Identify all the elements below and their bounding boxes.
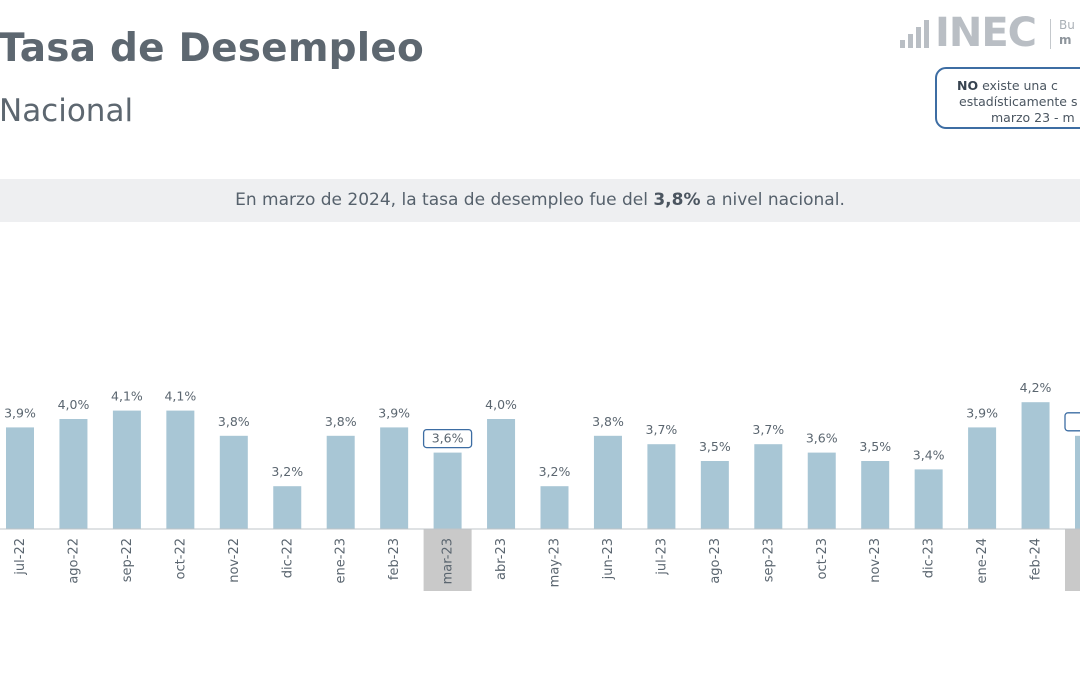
bar-abr-23 — [487, 419, 516, 529]
tick-label-nov-23: nov-23 — [868, 538, 883, 583]
tick-label-ago-23: ago-23 — [708, 538, 723, 584]
data-label-oct-22: 4,1% — [164, 389, 196, 404]
tick-label-jun-23: jun-23 — [601, 538, 616, 580]
bar-ene-24 — [968, 427, 997, 529]
bar-jul-22 — [6, 427, 34, 529]
bar-ago-22 — [59, 419, 88, 529]
significance-note: NO existe una c estadísticamente s marzo… — [935, 67, 1080, 129]
unemployment-bar-chart: 3,9% jul-22 4,0% ago-22 4,1% sep-22 4,1% oct-22… — [0, 380, 1080, 591]
data-label-feb-24: 4,2% — [1020, 380, 1052, 395]
bar-nov-22 — [219, 435, 248, 529]
tick-label-jul-23: jul-23 — [654, 538, 669, 576]
data-label-ene-24: 3,9% — [966, 405, 998, 420]
inec-logo: INEC Bu m — [898, 14, 1080, 54]
data-label-nov-23: 3,5% — [859, 439, 891, 454]
bar-oct-22 — [166, 410, 195, 529]
bar-may-23 — [540, 486, 569, 529]
data-label-dic-22: 3,2% — [271, 464, 303, 479]
data-label-oct-23: 3,6% — [806, 431, 838, 446]
label-box-mar-23 — [422, 428, 473, 449]
data-label-may-23: 3,2% — [539, 464, 571, 479]
data-label-ago-23: 3,5% — [699, 439, 731, 454]
data-label-dic-23: 3,4% — [913, 447, 945, 462]
tick-label-sep-23: sep-23 — [761, 538, 776, 582]
data-label-jul-22: 3,9% — [4, 405, 36, 420]
logo-side-line-1: Bu — [1059, 18, 1075, 32]
tick-label-jul-22: jul-22 — [13, 538, 28, 576]
note-line-1: NO existe una c — [957, 78, 1080, 94]
bar-ene-23 — [326, 435, 355, 529]
note-strong: NO — [957, 78, 979, 93]
note-line-1-rest: existe una c — [978, 78, 1058, 93]
tick-label-ene-24: ene-24 — [975, 538, 990, 583]
data-label-ene-23: 3,8% — [325, 414, 357, 429]
page-subtitle: Nacional — [0, 93, 134, 129]
note-line-3: marzo 23 - m — [991, 110, 1075, 125]
data-label-feb-23: 3,9% — [378, 405, 410, 420]
tick-label-may-23: may-23 — [548, 538, 563, 587]
bar-dic-23 — [914, 469, 943, 529]
data-label-jul-23: 3,7% — [646, 422, 678, 437]
highlight-band-mar-24 — [1065, 529, 1080, 591]
bar-dic-22 — [273, 486, 302, 529]
banner-text-after: a nivel nacional. — [700, 190, 845, 210]
banner-text-before: En marzo de 2024, la tasa de desempleo f… — [235, 190, 654, 210]
tick-label-feb-23: feb-23 — [387, 538, 402, 580]
logo-side-line-2: m — [1059, 33, 1072, 47]
logo-separator — [1050, 19, 1051, 49]
data-label-nov-22: 3,8% — [218, 414, 250, 429]
bar-nov-23 — [861, 461, 890, 529]
tick-label-nov-22: nov-22 — [227, 538, 242, 583]
highlight-band-mar-23 — [423, 529, 472, 591]
bar-sep-23 — [754, 444, 783, 529]
data-label-mar-23: 3,6% — [432, 431, 464, 446]
label-box-mar-24 — [1064, 412, 1080, 432]
tick-label-ene-23: ene-23 — [334, 538, 349, 583]
bar-jul-23 — [647, 444, 676, 529]
tick-label-dic-23: dic-23 — [922, 538, 937, 578]
bar-feb-23 — [380, 427, 409, 529]
data-label-abr-23: 4,0% — [485, 397, 517, 412]
tick-label-ago-22: ago-22 — [66, 538, 81, 584]
tick-label-oct-23: oct-23 — [815, 538, 830, 579]
tick-label-feb-24: feb-24 — [1029, 538, 1044, 580]
logo-text: INEC — [935, 14, 1037, 54]
bar-sep-22 — [112, 410, 141, 529]
banner-highlight: 3,8% — [653, 190, 701, 210]
bar-ago-23 — [700, 461, 729, 529]
data-label-sep-23: 3,7% — [752, 422, 784, 437]
tick-label-oct-22: oct-22 — [173, 538, 188, 579]
bar-mar-23 — [433, 452, 462, 529]
signal-bars-icon — [900, 20, 929, 48]
logo-side-text: Bu m — [1059, 18, 1075, 48]
data-label-ago-22: 4,0% — [58, 397, 90, 412]
bar-jun-23 — [593, 435, 622, 529]
tick-label-mar-23: mar-23 — [441, 538, 456, 584]
note-line-2: estadísticamente s — [959, 94, 1078, 109]
tick-label-abr-23: abr-23 — [494, 538, 509, 580]
summary-banner: En marzo de 2024, la tasa de desempleo f… — [0, 179, 1080, 222]
data-label-jun-23: 3,8% — [592, 414, 624, 429]
tick-label-sep-22: sep-22 — [120, 538, 135, 582]
bar-oct-23 — [807, 452, 836, 529]
data-label-sep-22: 4,1% — [111, 389, 143, 404]
page-title: Tasa de Desempleo — [0, 26, 425, 71]
bar-mar-24 — [1075, 435, 1080, 529]
bar-feb-24 — [1021, 402, 1050, 529]
tick-label-dic-22: dic-22 — [280, 538, 295, 578]
